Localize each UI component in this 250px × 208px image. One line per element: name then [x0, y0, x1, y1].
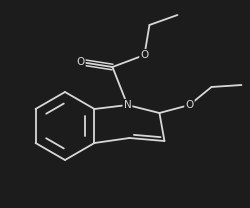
Text: N: N [124, 100, 131, 110]
Text: O: O [76, 57, 84, 67]
Text: O: O [140, 50, 148, 60]
Text: O: O [185, 100, 194, 110]
